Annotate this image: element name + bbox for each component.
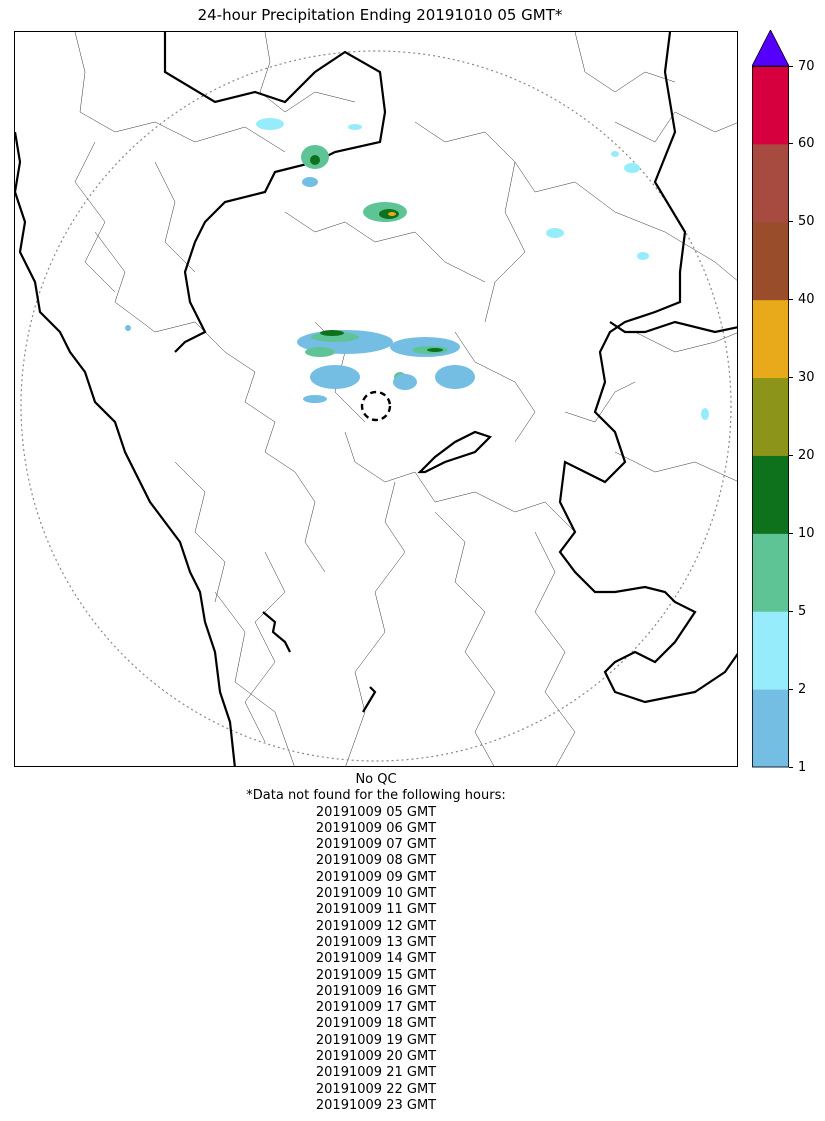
precipitation-map [14, 31, 738, 767]
colorbar-tick-mark [789, 454, 793, 456]
colorbar-tick-label: 10 [798, 525, 815, 541]
colorbar-band [752, 611, 789, 690]
colorbar-tick-label: 5 [798, 603, 807, 619]
missing-hour-item: 20191009 17 GMT [315, 1000, 437, 1016]
radar-site-marker [360, 390, 392, 422]
missing-hour-item: 20191009 22 GMT [315, 1081, 437, 1097]
missing-hour-item: 20191009 05 GMT [315, 804, 437, 820]
colorbar-band [752, 66, 789, 145]
district-boundaries [74, 32, 737, 766]
colorbar-tick-mark [789, 532, 793, 534]
colorbar-band [752, 143, 789, 223]
state-boundaries [15, 32, 737, 766]
precipitation-field [125, 118, 709, 420]
missing-hour-item: 20191009 13 GMT [315, 934, 437, 950]
missing-data-header: *Data not found for the following hours: [246, 788, 506, 804]
colorbar-tick-mark [789, 65, 793, 67]
missing-hour-item: 20191009 10 GMT [315, 886, 437, 902]
missing-hour-item: 20191009 19 GMT [315, 1032, 437, 1048]
colorbar-tick-mark [789, 299, 793, 301]
missing-hour-item: 20191009 14 GMT [315, 951, 437, 967]
colorbar-tick-mark [789, 143, 793, 145]
colorbar-tick-label: 50 [798, 214, 815, 230]
colorbar-tick-mark [789, 766, 793, 768]
colorbar-tick-mark [789, 610, 793, 612]
colorbar-tick-label: 20 [798, 447, 815, 463]
qc-note: No QC [355, 772, 397, 787]
data-notes: No QC *Data not found for the following … [0, 772, 752, 1114]
colorbar-extend-arrow [752, 30, 789, 67]
radar-range-ring [20, 50, 732, 762]
missing-hour-item: 20191009 15 GMT [315, 967, 437, 983]
missing-hour-item: 20191009 08 GMT [315, 853, 437, 869]
missing-hour-item: 20191009 16 GMT [315, 983, 437, 999]
colorbar-tick-label: 60 [798, 136, 815, 152]
missing-hour-item: 20191009 18 GMT [315, 1016, 437, 1032]
colorbar-tick-mark [789, 377, 793, 379]
map-title: 24-hour Precipitation Ending 20191010 05… [197, 6, 563, 24]
colorbar-band [752, 377, 789, 456]
missing-hour-item: 20191009 06 GMT [315, 820, 437, 836]
colorbar-tick-label: 1 [798, 759, 807, 775]
missing-hours-list: 20191009 05 GMT 20191009 06 GMT 20191009 0… [0, 805, 752, 1115]
colorbar-tick-label: 2 [798, 681, 807, 697]
colorbar [752, 30, 789, 768]
colorbar-band [752, 455, 789, 534]
colorbar-tick-mark [789, 688, 793, 690]
colorbar-band [752, 533, 789, 612]
colorbar-tick-mark [789, 221, 793, 223]
colorbar-band [752, 689, 789, 768]
missing-hour-item: 20191009 11 GMT [315, 902, 437, 918]
colorbar-band [752, 221, 789, 301]
missing-hour-item: 20191009 09 GMT [315, 869, 437, 885]
missing-hour-item: 20191009 12 GMT [315, 918, 437, 934]
colorbar-band [752, 299, 789, 379]
missing-hour-item: 20191009 21 GMT [315, 1065, 437, 1081]
missing-hour-item: 20191009 20 GMT [315, 1049, 437, 1065]
missing-hour-item: 20191009 07 GMT [315, 837, 437, 853]
missing-hour-item: 20191009 23 GMT [315, 1097, 437, 1113]
colorbar-tick-label: 40 [798, 292, 815, 308]
colorbar-tick-label: 70 [798, 58, 815, 74]
map-canvas [15, 32, 737, 766]
colorbar-tick-label: 30 [798, 370, 815, 386]
